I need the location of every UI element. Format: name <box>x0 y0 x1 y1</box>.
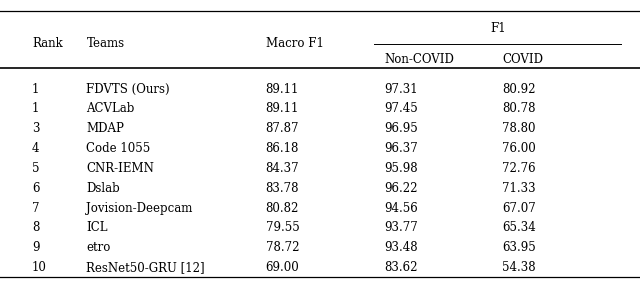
Text: 54.38: 54.38 <box>502 261 536 274</box>
Text: MDAP: MDAP <box>86 122 124 135</box>
Text: 76.00: 76.00 <box>502 142 536 155</box>
Text: 96.95: 96.95 <box>384 122 418 135</box>
Text: 97.31: 97.31 <box>384 83 418 96</box>
Text: 80.78: 80.78 <box>502 102 536 115</box>
Text: COVID: COVID <box>502 53 543 66</box>
Text: 96.22: 96.22 <box>384 182 417 195</box>
Text: 96.37: 96.37 <box>384 142 418 155</box>
Text: etro: etro <box>86 241 111 254</box>
Text: 95.98: 95.98 <box>384 162 418 175</box>
Text: Jovision-Deepcam: Jovision-Deepcam <box>86 201 193 215</box>
Text: 10: 10 <box>32 261 47 274</box>
Text: Non-COVID: Non-COVID <box>384 53 454 66</box>
Text: Rank: Rank <box>32 37 63 50</box>
Text: 80.82: 80.82 <box>266 201 299 215</box>
Text: Code 1055: Code 1055 <box>86 142 150 155</box>
Text: 78.72: 78.72 <box>266 241 299 254</box>
Text: Macro F1: Macro F1 <box>266 37 323 50</box>
Text: 5: 5 <box>32 162 40 175</box>
Text: 94.56: 94.56 <box>384 201 418 215</box>
Text: 84.37: 84.37 <box>266 162 300 175</box>
Text: 79.55: 79.55 <box>266 221 300 234</box>
Text: 78.80: 78.80 <box>502 122 536 135</box>
Text: 97.45: 97.45 <box>384 102 418 115</box>
Text: 4: 4 <box>32 142 40 155</box>
Text: 93.77: 93.77 <box>384 221 418 234</box>
Text: 6: 6 <box>32 182 40 195</box>
Text: 72.76: 72.76 <box>502 162 536 175</box>
Text: ACVLab: ACVLab <box>86 102 135 115</box>
Text: 65.34: 65.34 <box>502 221 536 234</box>
Text: 87.87: 87.87 <box>266 122 299 135</box>
Text: ResNet50-GRU [12]: ResNet50-GRU [12] <box>86 261 205 274</box>
Text: 83.62: 83.62 <box>384 261 417 274</box>
Text: Dslab: Dslab <box>86 182 120 195</box>
Text: 1: 1 <box>32 102 40 115</box>
Text: 71.33: 71.33 <box>502 182 536 195</box>
Text: 89.11: 89.11 <box>266 83 299 96</box>
Text: 93.48: 93.48 <box>384 241 418 254</box>
Text: 89.11: 89.11 <box>266 102 299 115</box>
Text: CNR-IEMN: CNR-IEMN <box>86 162 154 175</box>
Text: Teams: Teams <box>86 37 125 50</box>
Text: 7: 7 <box>32 201 40 215</box>
Text: 67.07: 67.07 <box>502 201 536 215</box>
Text: 9: 9 <box>32 241 40 254</box>
Text: ICL: ICL <box>86 221 108 234</box>
Text: 69.00: 69.00 <box>266 261 300 274</box>
Text: 63.95: 63.95 <box>502 241 536 254</box>
Text: 83.78: 83.78 <box>266 182 299 195</box>
Text: 3: 3 <box>32 122 40 135</box>
Text: FDVTS (Ours): FDVTS (Ours) <box>86 83 170 96</box>
Text: 8: 8 <box>32 221 40 234</box>
Text: F1: F1 <box>490 22 506 35</box>
Text: 80.92: 80.92 <box>502 83 536 96</box>
Text: 86.18: 86.18 <box>266 142 299 155</box>
Text: 1: 1 <box>32 83 40 96</box>
